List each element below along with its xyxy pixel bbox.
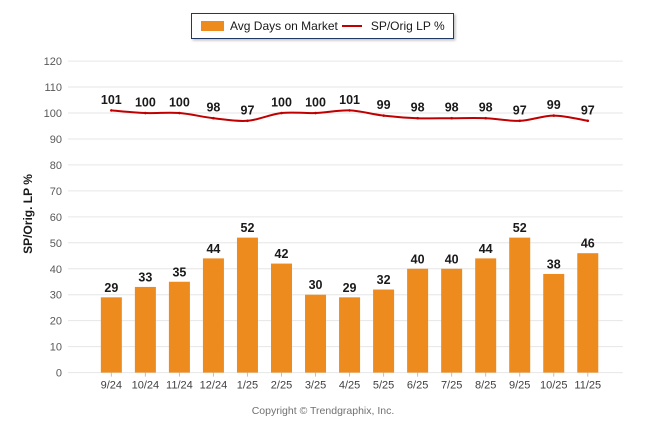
svg-text:10/24: 10/24 <box>132 380 160 392</box>
svg-text:99: 99 <box>547 98 561 112</box>
svg-text:80: 80 <box>50 160 62 172</box>
svg-text:5/25: 5/25 <box>373 380 394 392</box>
svg-text:120: 120 <box>44 56 62 68</box>
svg-text:97: 97 <box>581 103 595 117</box>
svg-text:110: 110 <box>44 82 62 94</box>
svg-text:35: 35 <box>172 265 186 279</box>
svg-text:100: 100 <box>271 96 292 110</box>
svg-text:30: 30 <box>309 278 323 292</box>
svg-text:9/24: 9/24 <box>101 380 122 392</box>
svg-text:60: 60 <box>50 212 62 224</box>
svg-text:101: 101 <box>339 93 360 107</box>
svg-text:32: 32 <box>377 273 391 287</box>
svg-text:6/25: 6/25 <box>407 380 428 392</box>
svg-text:42: 42 <box>275 247 289 261</box>
svg-text:29: 29 <box>104 281 118 295</box>
svg-text:38: 38 <box>547 257 561 271</box>
svg-text:40: 40 <box>50 264 62 276</box>
svg-text:100: 100 <box>169 96 190 110</box>
svg-text:52: 52 <box>241 221 255 235</box>
svg-text:98: 98 <box>445 101 459 115</box>
svg-text:1/25: 1/25 <box>237 380 258 392</box>
svg-text:2/25: 2/25 <box>271 380 292 392</box>
svg-text:100: 100 <box>305 96 326 110</box>
svg-text:98: 98 <box>479 101 493 115</box>
svg-text:11/24: 11/24 <box>166 380 193 392</box>
svg-text:9/25: 9/25 <box>509 380 530 392</box>
svg-text:44: 44 <box>206 242 220 256</box>
svg-text:46: 46 <box>581 237 595 251</box>
svg-text:8/25: 8/25 <box>475 380 496 392</box>
svg-text:40: 40 <box>411 252 425 266</box>
svg-text:10/25: 10/25 <box>540 380 568 392</box>
svg-text:20: 20 <box>50 316 62 328</box>
svg-text:97: 97 <box>513 103 527 117</box>
svg-text:10: 10 <box>50 342 62 354</box>
svg-text:33: 33 <box>138 270 152 284</box>
svg-text:4/25: 4/25 <box>339 380 360 392</box>
svg-text:98: 98 <box>206 101 220 115</box>
svg-text:97: 97 <box>241 103 255 117</box>
svg-text:100: 100 <box>135 96 156 110</box>
svg-text:70: 70 <box>50 186 62 198</box>
svg-text:30: 30 <box>50 290 62 302</box>
svg-text:29: 29 <box>343 281 357 295</box>
svg-text:44: 44 <box>479 242 493 256</box>
svg-text:0: 0 <box>56 368 62 380</box>
svg-text:52: 52 <box>513 221 527 235</box>
svg-text:98: 98 <box>411 101 425 115</box>
svg-text:3/25: 3/25 <box>305 380 326 392</box>
svg-text:90: 90 <box>50 134 62 146</box>
svg-text:12/24: 12/24 <box>200 380 228 392</box>
svg-text:7/25: 7/25 <box>441 380 462 392</box>
svg-text:99: 99 <box>377 98 391 112</box>
svg-text:101: 101 <box>101 93 122 107</box>
svg-text:40: 40 <box>445 252 459 266</box>
svg-text:50: 50 <box>50 238 62 250</box>
svg-text:11/25: 11/25 <box>574 380 601 392</box>
svg-text:100: 100 <box>44 108 62 120</box>
